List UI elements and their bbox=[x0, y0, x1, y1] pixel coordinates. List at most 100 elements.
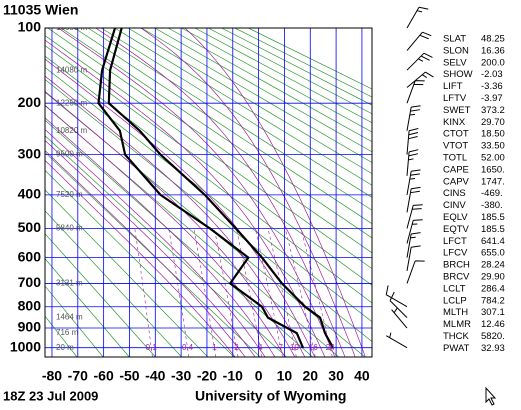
dry-adiabat bbox=[248, 28, 372, 90]
dry-adiabat bbox=[45, 285, 104, 357]
dry-adiabat bbox=[181, 28, 372, 133]
dry-adiabat bbox=[167, 28, 372, 143]
index-name: SLON bbox=[443, 45, 469, 56]
index-value: 18.50 bbox=[481, 129, 505, 140]
y-tick-label: 100 bbox=[18, 19, 42, 35]
wind-barb bbox=[406, 245, 421, 271]
x-tick-label: -70 bbox=[68, 368, 88, 384]
dry-adiabat bbox=[141, 28, 372, 163]
index-value: 16.36 bbox=[481, 45, 505, 56]
height-label: 14080 m bbox=[56, 65, 87, 74]
dry-adiabat bbox=[45, 151, 261, 357]
dry-adiabat bbox=[45, 189, 209, 357]
dry-adiabat bbox=[234, 28, 372, 98]
mixing-ratio-label: 24 bbox=[326, 343, 335, 352]
plot-foreground: 0.1 0.4 1 2 4 7 10 16 24-80 -70 -60 -50 -40 -30 -20 -10… bbox=[10, 6, 505, 384]
x-tick-label: 30 bbox=[328, 368, 344, 384]
index-name: MLMR bbox=[443, 319, 471, 330]
mixing-ratio-line bbox=[267, 228, 297, 357]
index-value: 1747. bbox=[481, 176, 505, 187]
wind-barb bbox=[406, 169, 421, 195]
index-name: BRCH bbox=[443, 260, 470, 271]
y-tick-label: 400 bbox=[18, 186, 42, 202]
index-name: LCLT bbox=[443, 283, 466, 294]
wind-barb bbox=[406, 149, 419, 176]
index-value: 185.5 bbox=[481, 212, 505, 223]
index-value: 641.4 bbox=[481, 236, 505, 247]
x-tick-label: 20 bbox=[302, 368, 318, 384]
index-name: VTOT bbox=[443, 141, 468, 152]
height-label: 9500 m bbox=[56, 150, 83, 159]
mixing-ratio-line bbox=[236, 228, 263, 357]
dry-adiabat bbox=[45, 78, 372, 343]
index-name: CINS bbox=[443, 188, 466, 199]
moist-adiabat bbox=[45, 159, 236, 357]
y-tick-label: 1000 bbox=[10, 338, 41, 354]
y-tick-label: 800 bbox=[18, 297, 42, 313]
wind-barb bbox=[406, 80, 425, 104]
dry-adiabat bbox=[208, 28, 372, 115]
index-value: 33.50 bbox=[481, 141, 505, 152]
index-name: LCLP bbox=[443, 295, 467, 306]
dry-adiabat bbox=[87, 28, 372, 211]
x-tick-label: -20 bbox=[197, 368, 217, 384]
moist-adiabat bbox=[45, 90, 296, 357]
index-name: EQTV bbox=[443, 224, 470, 235]
moist-adiabat bbox=[45, 139, 256, 357]
mixing-ratio-label: 0.1 bbox=[146, 343, 158, 352]
dry-adiabat bbox=[74, 28, 372, 225]
source-label: University of Wyoming bbox=[195, 388, 346, 404]
y-tick-label: 900 bbox=[18, 319, 42, 335]
mixing-ratio-line bbox=[300, 228, 333, 357]
dry-adiabat bbox=[194, 28, 372, 124]
wind-barb bbox=[406, 6, 429, 29]
height-label: 16650 m bbox=[56, 23, 87, 32]
index-value: 32.93 bbox=[481, 343, 505, 354]
index-name: CTOT bbox=[443, 129, 469, 140]
y-tick-label: 300 bbox=[18, 145, 42, 161]
mixing-ratio-label: 0.4 bbox=[182, 343, 194, 352]
index-value: 373.2 bbox=[481, 105, 505, 116]
plot-background: 16650 m 14080 m 12250 m 10820 m 9500 m 7520 m… bbox=[45, 23, 372, 357]
index-name: TOTL bbox=[443, 153, 467, 164]
index-value: 29.90 bbox=[481, 272, 505, 283]
mouse-cursor bbox=[485, 386, 497, 406]
moist-adiabat bbox=[184, 28, 366, 357]
mixing-ratio-label: 10 bbox=[290, 343, 299, 352]
index-name: PWAT bbox=[443, 343, 470, 354]
mixing-ratio-line bbox=[285, 228, 316, 357]
index-value: -3.97 bbox=[481, 93, 503, 104]
dry-adiabat bbox=[45, 258, 130, 357]
wind-barb bbox=[391, 308, 408, 329]
mixing-ratio-label: 16 bbox=[309, 343, 318, 352]
wind-barb bbox=[406, 128, 419, 155]
dry-adiabat bbox=[127, 28, 372, 175]
mixing-ratio-label: 4 bbox=[258, 343, 263, 352]
wind-barb bbox=[406, 105, 421, 131]
dry-adiabat bbox=[45, 169, 235, 357]
index-value: -380. bbox=[481, 200, 503, 211]
index-name: SELV bbox=[443, 57, 467, 68]
moist-adiabat bbox=[45, 129, 266, 357]
height-label: 716 m bbox=[56, 328, 79, 337]
index-name: BRCV bbox=[443, 272, 470, 283]
dry-adiabat bbox=[45, 135, 287, 357]
dry-adiabat bbox=[45, 119, 313, 357]
dry-adiabat bbox=[47, 28, 372, 254]
x-tick-label: -50 bbox=[119, 368, 139, 384]
height-label: 10820 m bbox=[56, 126, 87, 135]
dry-adiabat bbox=[154, 28, 372, 153]
chart-title: 11035 Wien bbox=[3, 2, 78, 18]
index-value: 12.46 bbox=[481, 319, 505, 330]
wind-barb bbox=[385, 285, 408, 308]
dry-adiabat bbox=[45, 233, 156, 357]
dry-adiabat bbox=[45, 55, 372, 304]
index-name: SWET bbox=[443, 105, 471, 116]
x-tick-label: -80 bbox=[42, 368, 62, 384]
x-tick-label: 0 bbox=[255, 368, 263, 384]
wind-barb bbox=[406, 186, 421, 213]
wind-barb bbox=[389, 291, 408, 318]
index-name: LFTV bbox=[443, 93, 467, 104]
index-name: CAPV bbox=[443, 176, 470, 187]
index-name: SLAT bbox=[443, 34, 466, 45]
